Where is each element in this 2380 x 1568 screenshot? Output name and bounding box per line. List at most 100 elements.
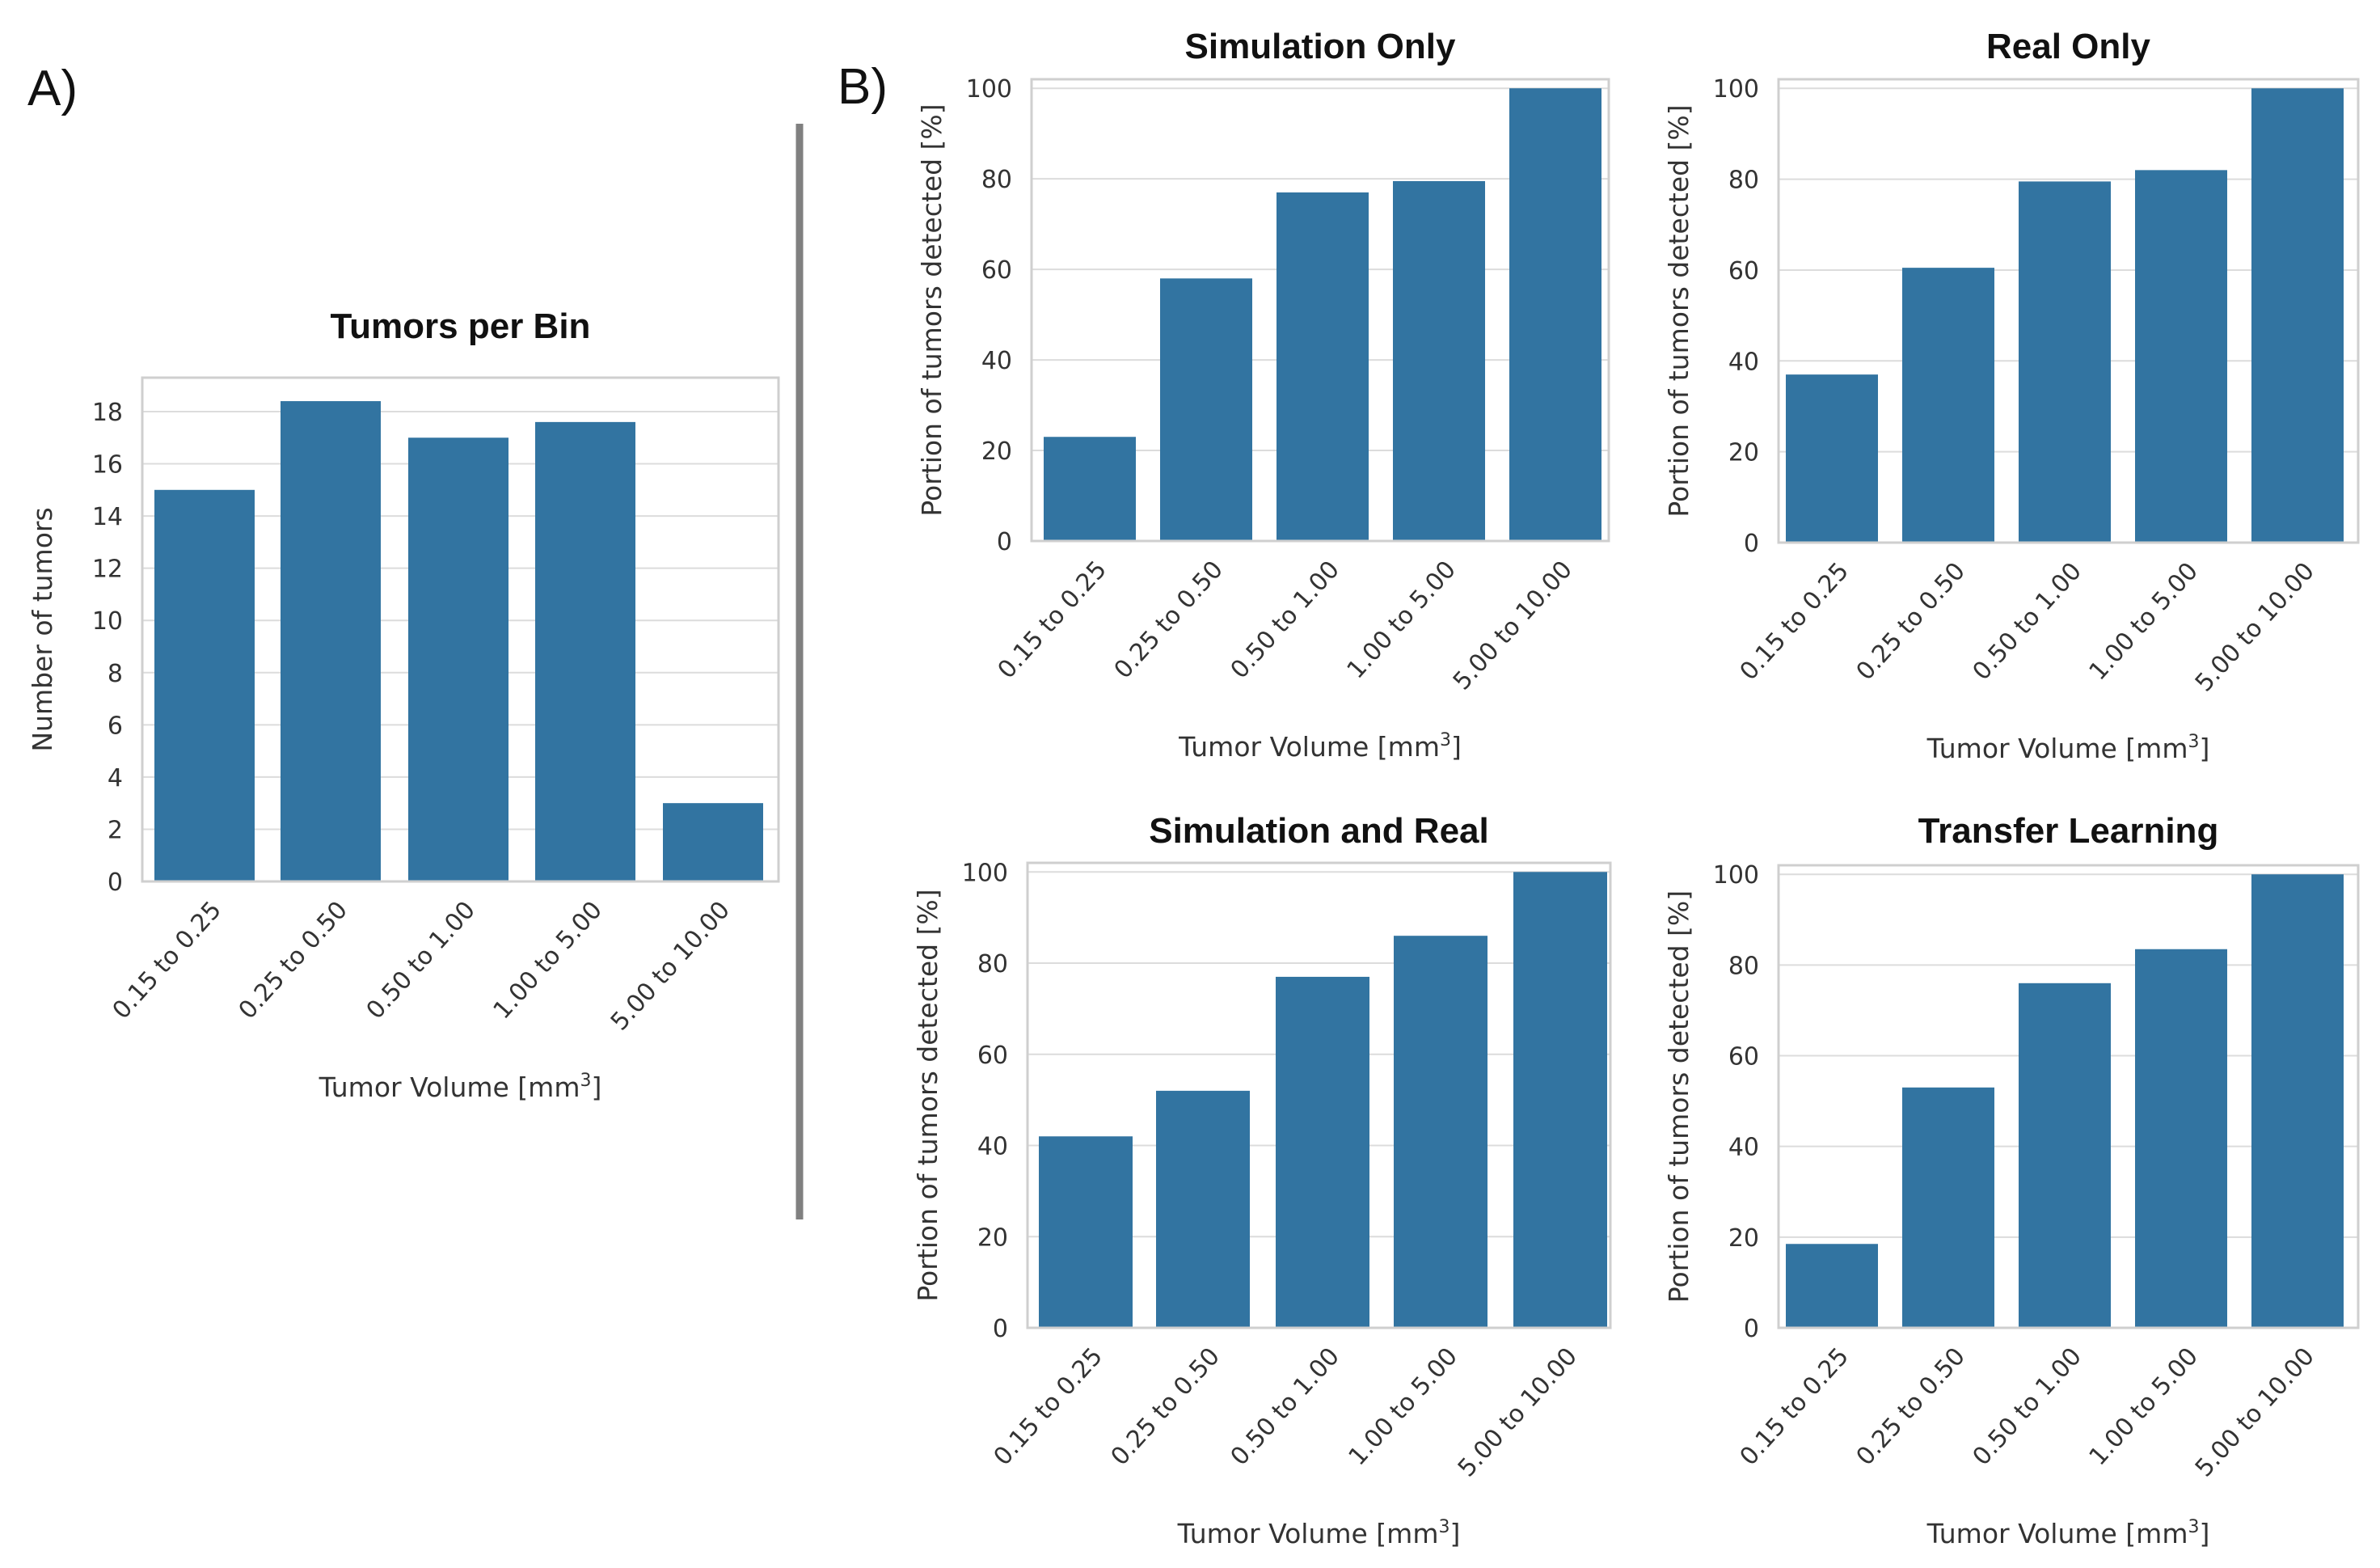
bar <box>1044 437 1136 541</box>
bar <box>1160 278 1252 541</box>
chart-b1: 0 20 40 60 80 100 0.15 to 0.250.25 to 0.500.50… <box>916 27 1610 763</box>
x-tick-label: 0.25 to 0.50 <box>1851 1342 1971 1471</box>
x-axis-label-superscript: 3 <box>2188 1517 2199 1537</box>
bar <box>663 803 763 881</box>
y-tick-label: 8 <box>108 660 123 688</box>
bar <box>2019 983 2111 1328</box>
x-tick-label: 5.00 to 10.00 <box>606 896 736 1036</box>
y-tick-label: 80 <box>981 166 1012 194</box>
x-tick-label: 0.25 to 0.50 <box>1851 557 1971 686</box>
bar <box>154 489 255 881</box>
chart-b2: 0 20 40 60 80 100 0.15 to 0.250.25 to 0.500.50… <box>1663 27 2360 764</box>
x-tick-label: 0.15 to 0.25 <box>108 896 227 1025</box>
y-tick-label: 0 <box>1744 1315 1759 1343</box>
y-axis-label: Portion of tumors detected [%] <box>912 889 943 1301</box>
x-tick-label: 0.50 to 1.00 <box>1226 1342 1345 1471</box>
bar <box>1277 192 1369 541</box>
x-tick-label: 0.25 to 0.50 <box>1109 556 1229 684</box>
y-tick-label: 0 <box>997 528 1012 556</box>
y-tick-label: 40 <box>977 1133 1008 1161</box>
x-tick-label: 0.50 to 1.00 <box>1226 556 1345 684</box>
x-axis-label-part: Tumor Volume [mm <box>319 1071 580 1103</box>
x-axis-label: Tumor Volume [mm3] <box>1926 1517 2210 1549</box>
bar <box>535 421 635 881</box>
bar <box>1276 976 1369 1328</box>
y-tick-label: 80 <box>1728 167 1759 195</box>
x-axis-label-part: ] <box>1451 731 1462 763</box>
x-tick-label: 5.00 to 10.00 <box>2190 1342 2320 1482</box>
x-tick-label: 0.50 to 1.00 <box>361 896 481 1025</box>
x-axis-label: Tumor Volume [mm3] <box>1926 732 2210 764</box>
y-tick-label: 0 <box>1744 530 1759 558</box>
bar <box>1394 936 1488 1328</box>
bar <box>2135 949 2227 1328</box>
x-axis-label-superscript: 3 <box>580 1071 591 1091</box>
chart-title: Simulation Only <box>1185 27 1456 66</box>
bar <box>1039 1136 1133 1328</box>
y-tick-label: 2 <box>108 816 123 844</box>
x-axis-label-superscript: 3 <box>1438 1517 1450 1537</box>
bar <box>2251 88 2344 543</box>
y-tick-label: 40 <box>1728 1134 1759 1162</box>
y-tick-label: 80 <box>1728 952 1759 980</box>
y-tick-label: 100 <box>966 75 1012 104</box>
bar <box>1393 180 1485 542</box>
x-axis-label-part: ] <box>1450 1518 1460 1549</box>
y-tick-label: 12 <box>92 556 123 584</box>
y-tick-label: 10 <box>92 607 123 636</box>
x-tick-label: 0.25 to 0.50 <box>1106 1342 1226 1471</box>
y-tick-label: 0 <box>993 1315 1008 1343</box>
x-tick-label: 1.00 to 5.00 <box>2084 1342 2204 1471</box>
plot-frame <box>1777 78 2360 544</box>
y-tick-label: 60 <box>977 1042 1008 1070</box>
y-tick-label: 40 <box>1728 348 1759 376</box>
chart-title: Real Only <box>1986 27 2150 66</box>
plot-frame <box>1026 861 1612 1329</box>
x-tick-label: 1.00 to 5.00 <box>2084 557 2204 686</box>
y-tick-label: 4 <box>108 764 123 792</box>
y-tick-label: 20 <box>1728 1224 1759 1253</box>
y-axis-label: Portion of tumors detected [%] <box>916 104 947 516</box>
y-axis-label: Number of tumors <box>27 507 58 751</box>
x-axis-label-part: ] <box>2199 1518 2209 1549</box>
y-tick-label: 0 <box>108 869 123 897</box>
x-axis-label-part: Tumor Volume [mm <box>1926 1518 2188 1549</box>
bar <box>1786 1244 1878 1328</box>
x-axis-label-superscript: 3 <box>2188 732 2199 752</box>
bar <box>1156 1090 1250 1328</box>
x-axis-label-part: Tumor Volume [mm <box>1178 731 1440 763</box>
y-tick-label: 14 <box>92 503 123 531</box>
y-tick-label: 20 <box>977 1224 1008 1252</box>
chart-title: Transfer Learning <box>1918 811 2219 851</box>
chart-title: Tumors per Bin <box>331 306 591 346</box>
x-tick-label: 1.00 to 5.00 <box>488 896 608 1025</box>
bar <box>1902 1087 1994 1328</box>
plot-frame <box>1030 78 1610 543</box>
x-axis-label-part: ] <box>2199 733 2209 764</box>
y-tick-label: 20 <box>981 437 1012 466</box>
chart-title: Simulation and Real <box>1149 811 1489 851</box>
bar <box>1786 374 1878 543</box>
bar <box>1509 88 1601 542</box>
panel-label-a: A) <box>27 61 78 116</box>
x-tick-label: 0.15 to 0.25 <box>1735 1342 1855 1471</box>
bar <box>2251 874 2344 1328</box>
x-tick-label: 0.15 to 0.25 <box>1735 557 1855 686</box>
y-tick-label: 60 <box>1728 1043 1759 1071</box>
bar <box>1902 268 1994 543</box>
x-axis-label: Tumor Volume [mm3] <box>1177 1517 1461 1549</box>
chart-b4: 0 20 40 60 80 100 0.15 to 0.250.25 to 0.500.50… <box>1663 811 2360 1549</box>
x-tick-label: 0.15 to 0.25 <box>993 556 1112 684</box>
y-tick-label: 100 <box>1713 861 1759 890</box>
x-tick-label: 0.25 to 0.50 <box>234 896 353 1025</box>
y-tick-label: 40 <box>981 347 1012 375</box>
x-axis-label: Tumor Volume [mm3] <box>319 1071 602 1103</box>
x-axis-label: Tumor Volume [mm3] <box>1178 730 1462 763</box>
y-axis-label: Portion of tumors detected [%] <box>1663 890 1694 1303</box>
y-axis-label: Portion of tumors detected [%] <box>1663 104 1694 517</box>
y-tick-label: 80 <box>977 950 1008 978</box>
y-tick-label: 60 <box>981 256 1012 285</box>
x-axis-label-part: ] <box>591 1071 601 1103</box>
x-tick-label: 5.00 to 10.00 <box>1453 1342 1583 1482</box>
